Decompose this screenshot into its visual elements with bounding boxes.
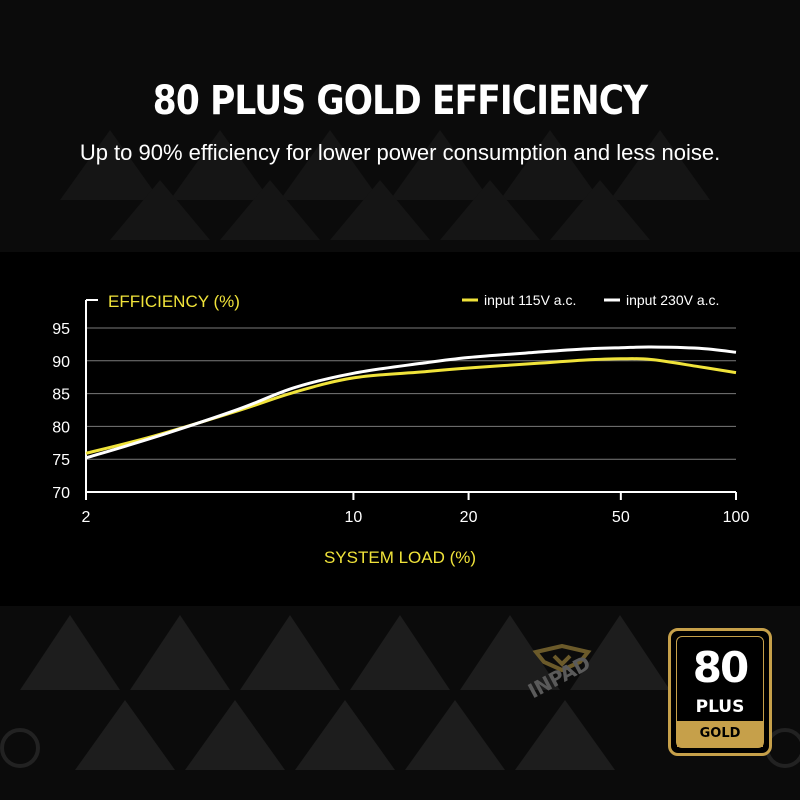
x-tick-label: 20 (460, 509, 478, 526)
badge-plus-label: PLUS (695, 697, 745, 717)
badge-number: 80 (692, 643, 749, 692)
inpad-logo: INPAD (516, 640, 616, 720)
y-tick-label: 80 (52, 419, 70, 436)
x-tick-label: 2 (82, 509, 91, 526)
y-tick-label: 90 (52, 354, 70, 371)
y-tick-label: 70 (52, 485, 70, 502)
series-line-230v (85, 345, 737, 460)
badge-frame: 80 PLUS GOLD (676, 636, 764, 748)
x-tick-label: 10 (345, 509, 363, 526)
y-tick-label: 85 (52, 387, 70, 404)
x-tick-label: 100 (723, 509, 750, 526)
y-axis-label: EFFICIENCY (%) (108, 292, 240, 311)
y-tick-label: 75 (52, 452, 70, 469)
page-title: 80 PLUS GOLD EFFICIENCY (152, 78, 648, 124)
series-line-115v (85, 357, 737, 455)
badge-level: GOLD (677, 721, 763, 747)
x-tick-label: 50 (612, 509, 630, 526)
legend-label: input 230V a.c. (626, 292, 719, 308)
y-tick-label: 95 (52, 321, 70, 338)
efficiency-chart: 70 75 80 85 90 95 2 10 20 50 100 EFFICIENCY (%) SYST… (52, 292, 750, 567)
inpad-emblem-icon (532, 644, 592, 673)
80-plus-gold-badge: 80 PLUS GOLD (668, 628, 772, 756)
legend-label: input 115V a.c. (484, 292, 576, 308)
chart-panel: 70 75 80 85 90 95 2 10 20 50 100 EFFICIENCY (%) SYST… (0, 252, 800, 606)
page-subtitle: Up to 90% efficiency for lower power con… (79, 140, 721, 165)
x-axis-label: SYSTEM LOAD (%) (324, 548, 476, 567)
